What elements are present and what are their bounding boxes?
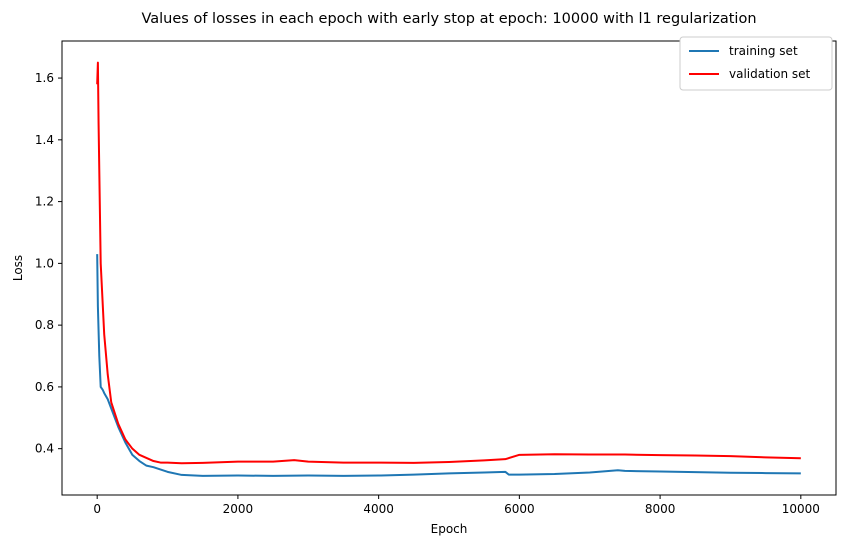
x-tick-label: 10000: [782, 502, 820, 516]
y-tick-label: 1.0: [35, 256, 54, 270]
x-tick-label: 0: [93, 502, 101, 516]
legend-label-training: training set: [729, 44, 798, 58]
plot-lines: [96, 61, 801, 477]
x-tick-label: 4000: [363, 502, 394, 516]
y-tick-label: 1.4: [35, 133, 54, 147]
legend: training set validation set: [679, 36, 833, 91]
y-tick-label: 0.4: [35, 442, 54, 456]
y-tick-label: 1.6: [35, 71, 54, 85]
x-tick-label: 8000: [645, 502, 676, 516]
y-axis-label: Loss: [11, 255, 25, 281]
series-line-training: [96, 254, 801, 477]
x-axis-ticks: 0 2000 4000 6000 8000 10000: [93, 495, 820, 516]
y-tick-label: 1.2: [35, 195, 54, 209]
chart-title: Values of losses in each epoch with earl…: [141, 11, 756, 27]
series-line-validation: [96, 61, 801, 465]
legend-label-validation: validation set: [729, 67, 811, 81]
y-axis-ticks: 0.4 0.6 0.8 1.0 1.2 1.4 1.6: [35, 71, 62, 456]
y-tick-label: 0.8: [35, 318, 54, 332]
plot-frame: [61, 40, 837, 496]
y-tick-label: 0.6: [35, 380, 54, 394]
x-tick-label: 2000: [223, 502, 254, 516]
x-tick-label: 6000: [504, 502, 535, 516]
x-axis-label: Epoch: [431, 522, 468, 536]
